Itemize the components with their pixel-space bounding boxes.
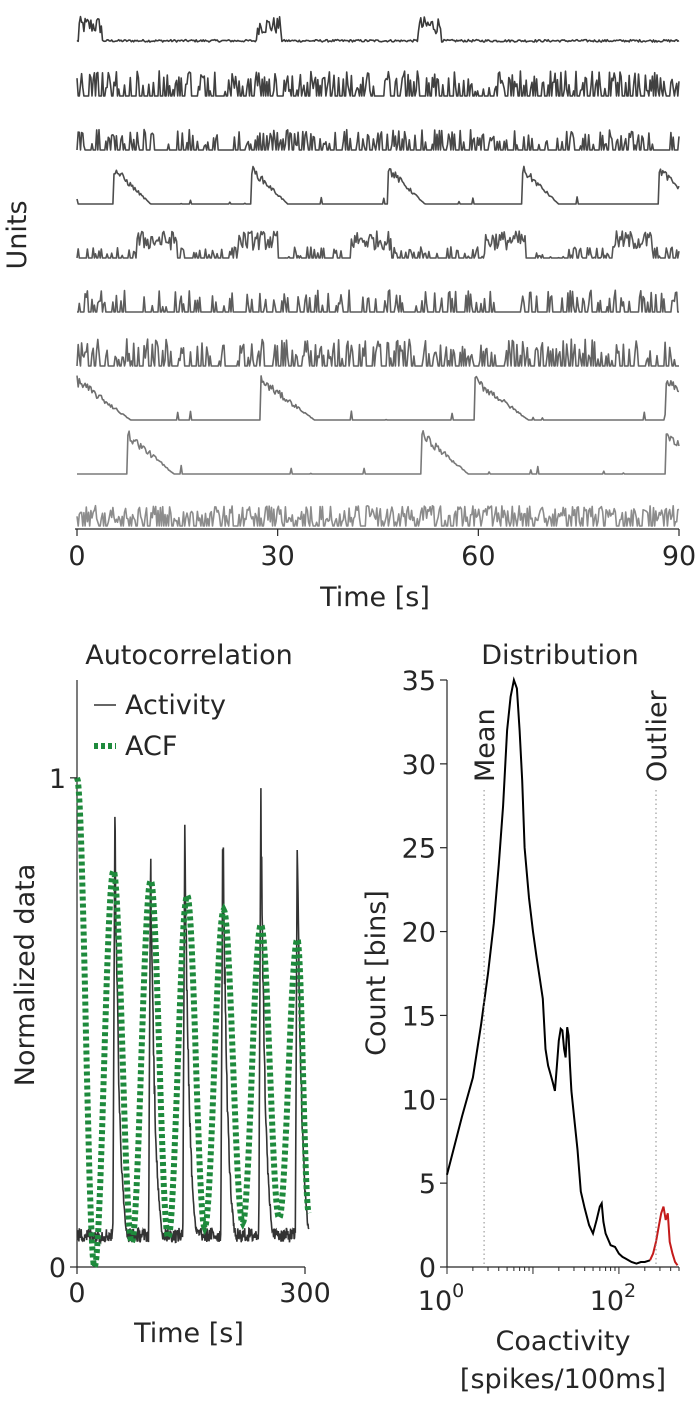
- autocorrelation-title: Autocorrelation: [85, 640, 293, 671]
- dist-x-tick-label: 100: [418, 1280, 464, 1317]
- acf-plot-area: [74, 776, 312, 1277]
- unit-trace-8: [76, 375, 680, 421]
- dist-line-outlier: [649, 1206, 679, 1266]
- acf-y-tick-label: 1: [49, 764, 66, 795]
- legend-activity-label: Activity: [125, 690, 226, 721]
- dist-ticks: 0 5 10 15 20 25 30 35 100 102: [402, 666, 680, 1317]
- acf-x-tick-label: 300: [279, 1278, 331, 1309]
- acf-y-label: Normalized data: [10, 864, 41, 1087]
- dist-y-label: Count [bins]: [361, 890, 392, 1056]
- unit-trace-4: [76, 165, 680, 205]
- acf-x-label: Time [s]: [133, 1318, 244, 1349]
- dist-y-tick-label: 30: [402, 750, 436, 781]
- legend-acf-label: ACF: [125, 731, 177, 762]
- dist-y-tick-label: 35: [402, 666, 436, 697]
- dist-plot-area: [446, 676, 679, 1266]
- dist-y-tick-label: 5: [419, 1169, 436, 1200]
- dist-annotations: Mean Outlier: [470, 689, 673, 1267]
- autocorrelation-panel: Autocorrelation 0 1 0 300 Activity ACF Norm…: [10, 640, 331, 1349]
- raster-x-ticks: 0 30 60 90: [68, 529, 696, 572]
- unit-trace-1: [76, 15, 680, 43]
- annotation-label: Mean: [470, 708, 501, 782]
- unit-trace-3: [76, 128, 680, 151]
- dist-y-tick-label: 25: [402, 834, 436, 865]
- raster-panel: 0 30 60 90 Units Time [s]: [2, 15, 696, 613]
- acf-ticks: 0 1 0 300: [49, 764, 331, 1309]
- dist-x-tick-label: 102: [590, 1280, 636, 1317]
- dist-line-main: [446, 676, 651, 1265]
- acf-legend: Activity ACF: [94, 690, 226, 762]
- unit-trace-5: [76, 230, 680, 259]
- unit-trace-9: [77, 429, 680, 475]
- annotation-label: Outlier: [642, 689, 673, 782]
- acf-y-tick-label: 0: [49, 1253, 66, 1284]
- unit-trace-10: [76, 504, 680, 527]
- raster-x-tick-label: 30: [260, 541, 294, 572]
- raster-y-label: Units: [2, 200, 33, 269]
- raster-x-label: Time [s]: [319, 582, 430, 613]
- unit-trace-2: [76, 70, 680, 97]
- unit-trace-7: [76, 338, 679, 367]
- raster-x-tick-label: 90: [662, 541, 696, 572]
- raster-x-tick-label: 0: [68, 541, 85, 572]
- unit-trace-6: [77, 289, 679, 313]
- raster-x-tick-label: 60: [461, 541, 495, 572]
- dist-y-tick-label: 10: [402, 1085, 436, 1116]
- distribution-title: Distribution: [481, 640, 639, 671]
- dist-y-tick-label: 0: [419, 1253, 436, 1284]
- activity-line: [76, 788, 310, 1245]
- dist-y-tick-label: 15: [402, 1001, 436, 1032]
- unit-traces: [76, 15, 680, 527]
- distribution-panel: Distribution 0 5 10 15 20 25 30 35 100 102 Mean Ou…: [361, 640, 680, 1395]
- dist-y-tick-label: 20: [402, 918, 436, 949]
- dist-x-label: Coactivity [spikes/100ms]: [460, 1326, 666, 1395]
- acf-x-tick-label: 0: [68, 1278, 85, 1309]
